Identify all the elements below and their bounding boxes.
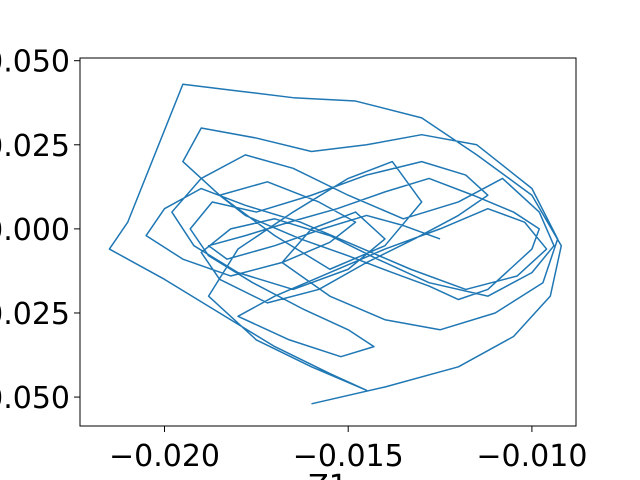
y-tick-label: −0.025 bbox=[0, 297, 70, 332]
y-tick-label: 0.025 bbox=[0, 129, 70, 164]
plot-area bbox=[79, 57, 577, 427]
y-axis-ticks: 0.050 0.025 0.000 −0.025 −0.050 bbox=[0, 45, 80, 416]
axes-frame bbox=[79, 57, 577, 427]
x-tick-label: −0.015 bbox=[293, 439, 404, 474]
series-line-trajectory bbox=[108, 83, 563, 405]
y-tick-label: −0.050 bbox=[0, 381, 70, 416]
x-axis-label: Z1 bbox=[308, 469, 348, 480]
y-tick-label: 0.050 bbox=[0, 45, 70, 80]
x-tick-label: −0.020 bbox=[109, 439, 220, 474]
y-tick-label: 0.000 bbox=[0, 213, 70, 248]
x-axis-ticks: −0.020 −0.015 −0.010 bbox=[109, 426, 587, 474]
x-tick-label: −0.010 bbox=[476, 439, 587, 474]
